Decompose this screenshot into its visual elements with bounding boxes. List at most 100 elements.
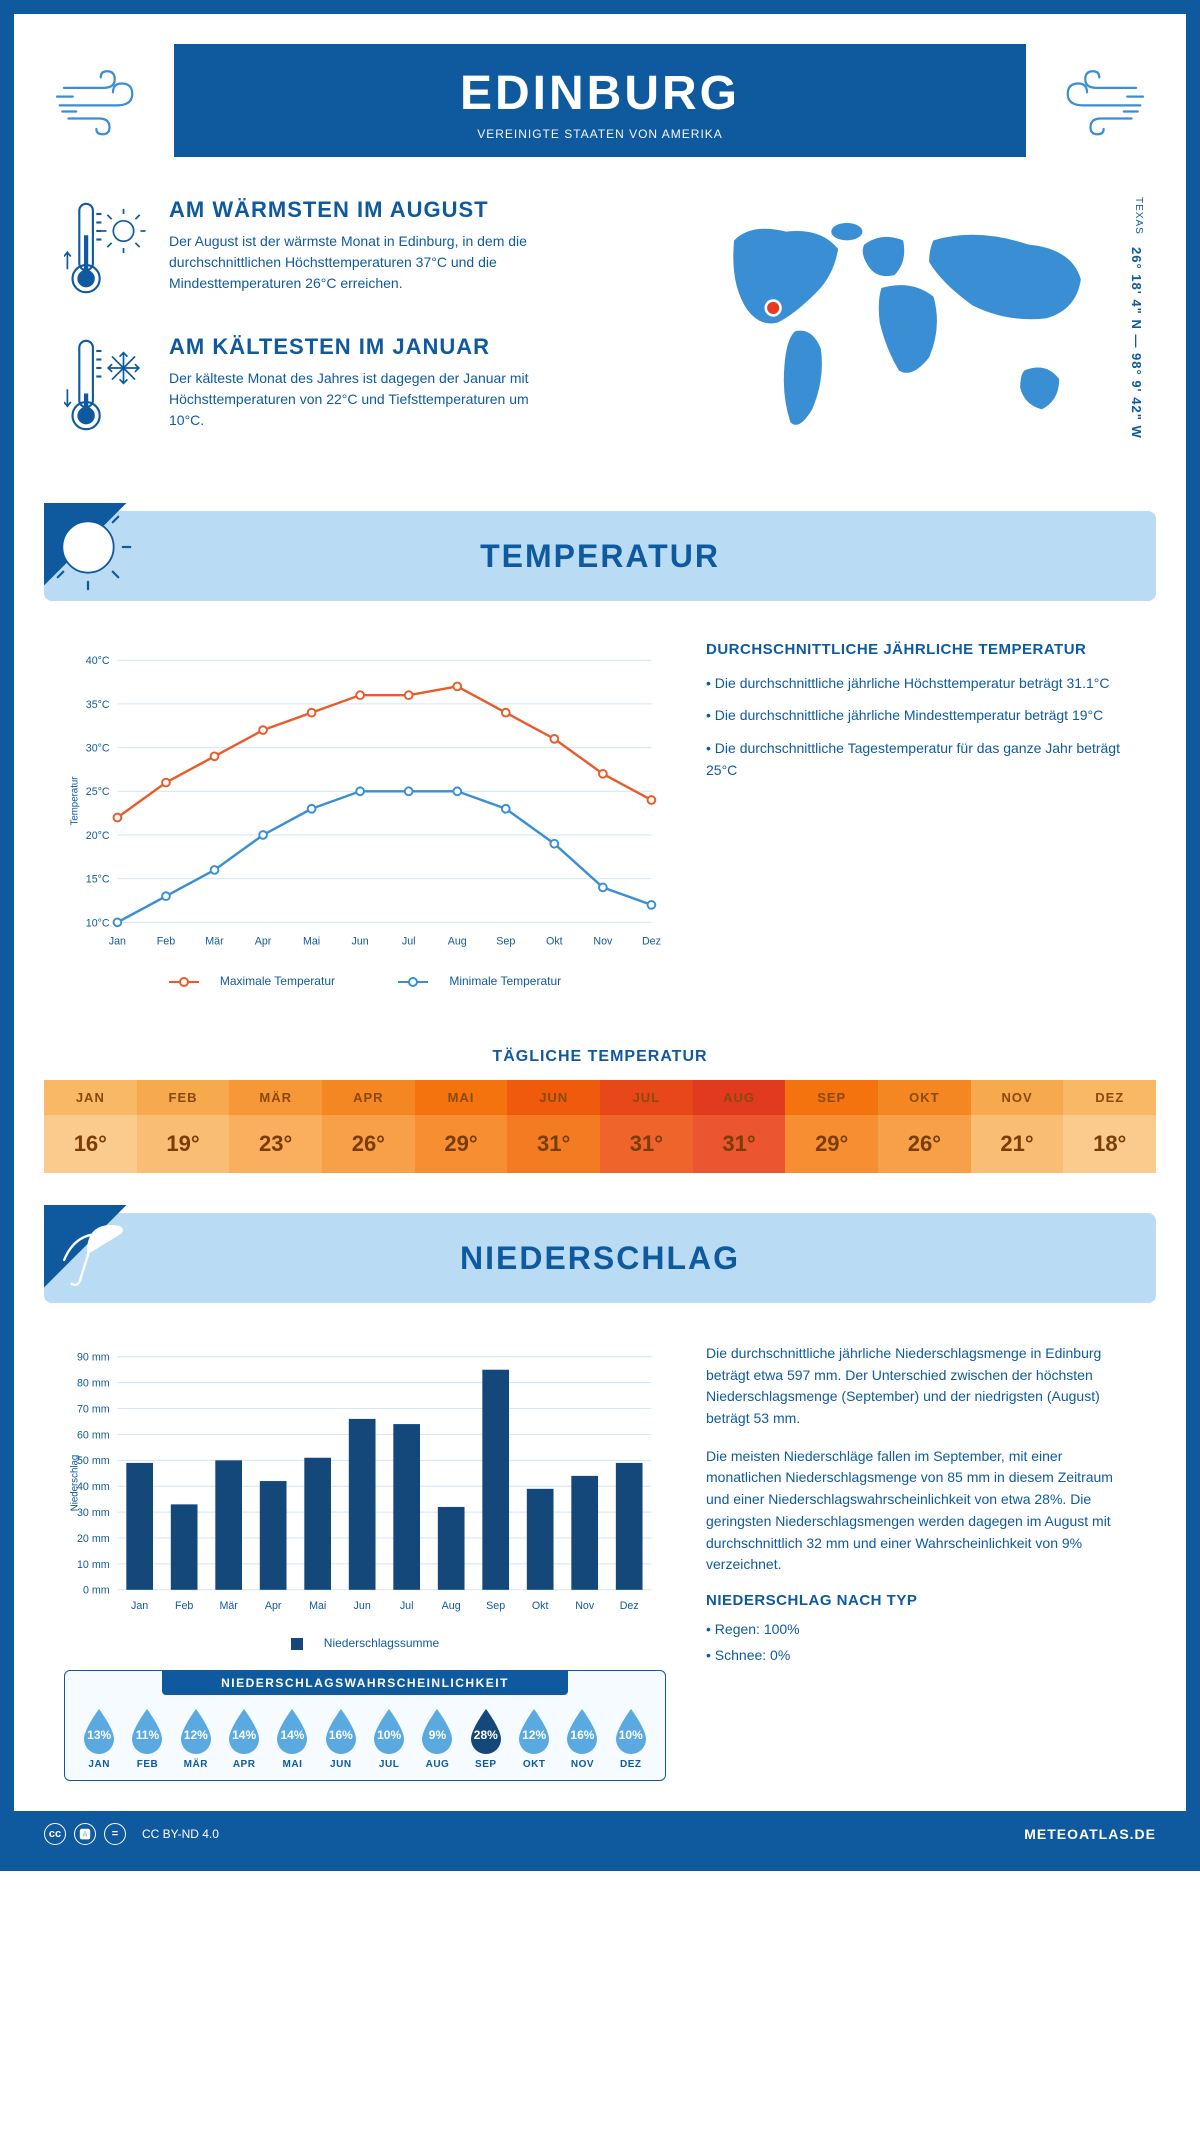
svg-text:Nov: Nov — [593, 936, 613, 948]
type-bullet: • Schnee: 0% — [706, 1645, 1136, 1667]
svg-text:Sep: Sep — [496, 936, 515, 948]
svg-text:Dez: Dez — [620, 1600, 639, 1612]
type-bullet: • Regen: 100% — [706, 1619, 1136, 1641]
coldest-text: Der kälteste Monat des Jahres ist dagege… — [169, 368, 549, 431]
wind-icon-left — [54, 66, 144, 136]
prob-drop: 13% JAN — [75, 1707, 123, 1770]
warmest-block: AM WÄRMSTEN IM AUGUST Der August ist der… — [64, 197, 632, 304]
prob-drop: 10% JUL — [365, 1707, 413, 1770]
temp-cell: APR26° — [322, 1080, 415, 1173]
temp-cell: SEP29° — [785, 1080, 878, 1173]
prob-drop: 12% MÄR — [172, 1707, 220, 1770]
temperature-title: TEMPERATUR — [480, 538, 720, 575]
prob-drop: 14% MAI — [268, 1707, 316, 1770]
svg-text:80 mm: 80 mm — [77, 1378, 110, 1390]
thermometer-sun-icon — [64, 197, 149, 304]
header: EDINBURG VEREINIGTE STAATEN VON AMERIKA — [14, 14, 1186, 177]
warmest-title: AM WÄRMSTEN IM AUGUST — [169, 197, 549, 223]
intro-section: AM WÄRMSTEN IM AUGUST Der August ist der… — [14, 177, 1186, 501]
license-text: CC BY-ND 4.0 — [142, 1827, 219, 1841]
temp-cell: NOV21° — [971, 1080, 1064, 1173]
world-map — [662, 197, 1136, 457]
sun-icon — [44, 503, 154, 613]
by-icon: 🅰 — [74, 1823, 96, 1845]
temperature-banner: TEMPERATUR — [44, 511, 1156, 601]
precip-row: 0 mm10 mm20 mm30 mm40 mm50 mm60 mm70 mm8… — [14, 1333, 1186, 1811]
svg-text:Temperatur: Temperatur — [70, 776, 81, 826]
nd-icon: = — [104, 1823, 126, 1845]
svg-text:10°C: 10°C — [86, 917, 110, 929]
temp-legend: Maximale Temperatur Minimale Temperatur — [64, 974, 666, 988]
precip-banner: NIEDERSCHLAG — [44, 1213, 1156, 1303]
svg-text:Jun: Jun — [354, 1600, 371, 1612]
site-name: METEOATLAS.DE — [1024, 1826, 1156, 1842]
umbrella-icon — [44, 1205, 154, 1315]
temp-cell: DEZ18° — [1063, 1080, 1156, 1173]
temp-cell: OKT26° — [878, 1080, 971, 1173]
temp-cell: AUG31° — [693, 1080, 786, 1173]
coldest-block: AM KÄLTESTEN IM JANUAR Der kälteste Mona… — [64, 334, 632, 441]
temp-chart-row: 10°C15°C20°C25°C30°C35°C40°CJanFebMärApr… — [14, 631, 1186, 1018]
daily-temp-table: JAN16°FEB19°MÄR23°APR26°MAI29°JUN31°JUL3… — [44, 1080, 1156, 1173]
svg-text:Mai: Mai — [303, 936, 320, 948]
prob-title: NIEDERSCHLAGSWAHRSCHEINLICHKEIT — [162, 1671, 568, 1695]
prob-drop: 14% APR — [220, 1707, 268, 1770]
precip-p1: Die durchschnittliche jährliche Niedersc… — [706, 1343, 1136, 1430]
country-subtitle: VEREINIGTE STAATEN VON AMERIKA — [174, 127, 1026, 141]
svg-text:Okt: Okt — [546, 936, 563, 948]
svg-text:Aug: Aug — [442, 1600, 461, 1612]
svg-text:90 mm: 90 mm — [77, 1352, 110, 1364]
svg-text:30°C: 30°C — [86, 742, 110, 754]
svg-text:20°C: 20°C — [86, 830, 110, 842]
svg-text:Mär: Mär — [205, 936, 224, 948]
temp-cell: JUL31° — [600, 1080, 693, 1173]
temp-cell: MÄR23° — [229, 1080, 322, 1173]
wind-icon-right — [1056, 66, 1146, 136]
prob-drop: 16% NOV — [558, 1707, 606, 1770]
svg-text:Apr: Apr — [265, 1600, 282, 1612]
cc-icon: cc — [44, 1823, 66, 1845]
svg-text:20 mm: 20 mm — [77, 1533, 110, 1545]
temp-stats-title: DURCHSCHNITTLICHE JÄHRLICHE TEMPERATUR — [706, 641, 1136, 658]
svg-text:25°C: 25°C — [86, 786, 110, 798]
prob-drop: 11% FEB — [123, 1707, 171, 1770]
svg-text:15°C: 15°C — [86, 874, 110, 886]
svg-text:Apr: Apr — [255, 936, 272, 948]
precip-type-title: NIEDERSCHLAG NACH TYP — [706, 1592, 1136, 1609]
coordinates: 26° 18' 4" N — 98° 9' 42" W — [1129, 247, 1144, 439]
warmest-text: Der August ist der wärmste Monat in Edin… — [169, 231, 549, 294]
svg-text:Mär: Mär — [219, 1600, 238, 1612]
precip-p2: Die meisten Niederschläge fallen im Sept… — [706, 1446, 1136, 1576]
svg-text:Mai: Mai — [309, 1600, 326, 1612]
svg-text:Niederschlag: Niederschlag — [70, 1455, 81, 1512]
prob-drop: 9% AUG — [413, 1707, 461, 1770]
prob-drop: 12% OKT — [510, 1707, 558, 1770]
svg-text:50 mm: 50 mm — [77, 1455, 110, 1467]
temp-bullet: • Die durchschnittliche Tagestemperatur … — [706, 737, 1136, 782]
precip-legend: Niederschlagssumme — [64, 1636, 666, 1650]
prob-drop: 28% SEP — [462, 1707, 510, 1770]
city-title: EDINBURG — [174, 66, 1026, 121]
svg-text:10 mm: 10 mm — [77, 1559, 110, 1571]
svg-text:Jan: Jan — [109, 936, 126, 948]
footer: cc 🅰 = CC BY-ND 4.0 METEOATLAS.DE — [14, 1811, 1186, 1857]
temp-cell: MAI29° — [415, 1080, 508, 1173]
svg-text:Feb: Feb — [157, 936, 175, 948]
prob-drop: 16% JUN — [317, 1707, 365, 1770]
svg-text:30 mm: 30 mm — [77, 1507, 110, 1519]
precip-title: NIEDERSCHLAG — [460, 1240, 740, 1277]
svg-text:Okt: Okt — [532, 1600, 549, 1612]
svg-text:Jan: Jan — [131, 1600, 148, 1612]
svg-text:Sep: Sep — [486, 1600, 505, 1612]
temp-bullet: • Die durchschnittliche jährliche Höchst… — [706, 672, 1136, 694]
svg-text:40°C: 40°C — [86, 655, 110, 667]
prob-drop: 10% DEZ — [607, 1707, 655, 1770]
svg-text:Jul: Jul — [402, 936, 416, 948]
svg-text:0 mm: 0 mm — [83, 1585, 110, 1597]
daily-temp-title: TÄGLICHE TEMPERATUR — [14, 1048, 1186, 1066]
temperature-line-chart: 10°C15°C20°C25°C30°C35°C40°CJanFebMärApr… — [64, 641, 666, 961]
temp-bullet: • Die durchschnittliche jährliche Mindes… — [706, 704, 1136, 726]
svg-text:70 mm: 70 mm — [77, 1403, 110, 1415]
temp-cell: JUN31° — [507, 1080, 600, 1173]
precip-bar-chart: 0 mm10 mm20 mm30 mm40 mm50 mm60 mm70 mm8… — [64, 1343, 666, 1623]
